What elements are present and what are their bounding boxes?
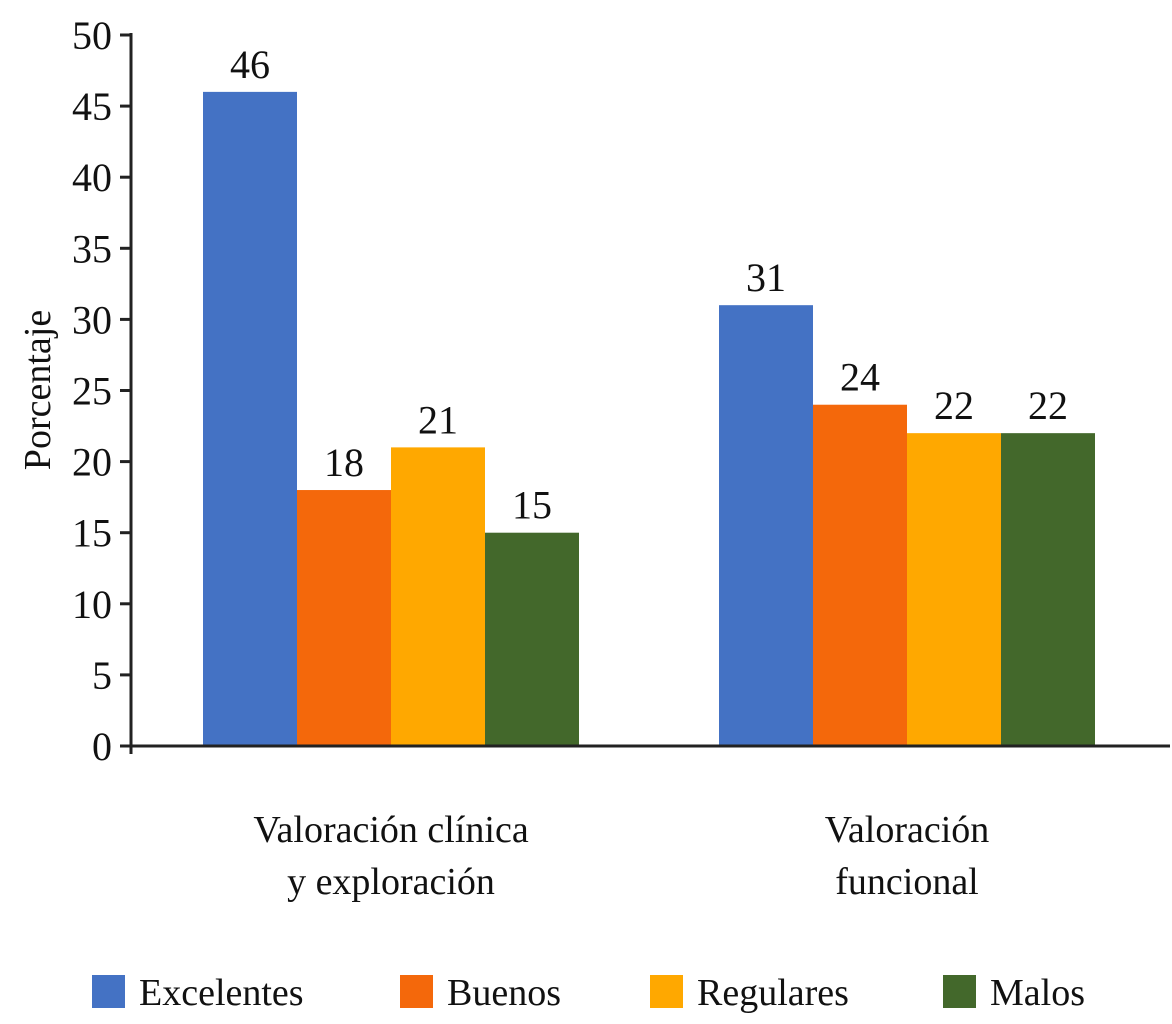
legend-item-regulares: Regulares — [650, 972, 849, 1014]
y-tick-label: 30 — [72, 297, 112, 342]
legend: Excelentes Buenos Regulares Malos — [92, 972, 1085, 1014]
y-tick-label: 35 — [72, 226, 112, 271]
legend-item-malos: Malos — [943, 972, 1085, 1014]
x-category-label: funcional — [835, 861, 979, 903]
y-tick-label: 45 — [72, 84, 112, 129]
legend-label: Regulares — [697, 972, 849, 1014]
legend-item-buenos: Buenos — [400, 972, 561, 1014]
data-label: 46 — [230, 42, 270, 87]
legend-label: Excelentes — [139, 972, 304, 1014]
data-label: 15 — [512, 483, 552, 528]
bars-layer — [203, 91, 1095, 746]
bar-malos-1 — [485, 532, 579, 746]
bar-buenos-2 — [813, 404, 907, 746]
y-tick-label: 0 — [92, 724, 112, 769]
y-tick-label: 10 — [72, 582, 112, 627]
bar-regulares-2 — [907, 433, 1001, 746]
x-category-label: Valoración — [825, 809, 990, 851]
data-label: 22 — [934, 383, 974, 428]
legend-label: Buenos — [447, 972, 561, 1014]
data-label: 22 — [1028, 383, 1068, 428]
x-category-label: y exploración — [287, 861, 495, 903]
legend-swatch — [400, 975, 433, 1008]
data-label: 21 — [418, 397, 458, 442]
bar-buenos-1 — [297, 490, 391, 746]
value-labels-layer: 46 31 18 24 21 22 15 22 — [230, 42, 1068, 528]
legend-swatch — [650, 975, 683, 1008]
x-category-label: Valoración clínica — [253, 809, 529, 851]
bar-excelentes-1 — [203, 91, 297, 746]
y-tick-label: 50 — [72, 13, 112, 58]
bar-malos-2 — [1001, 433, 1095, 746]
legend-swatch — [943, 975, 976, 1008]
y-tick-label: 25 — [72, 369, 112, 414]
bar-regulares-1 — [391, 447, 485, 746]
y-tick-label: 15 — [72, 511, 112, 556]
bar-excelentes-2 — [719, 305, 813, 746]
y-tick-label: 5 — [92, 653, 112, 698]
y-axis-title: Porcentaje — [17, 310, 59, 470]
legend-label: Malos — [990, 972, 1085, 1014]
data-label: 18 — [324, 440, 364, 485]
data-label: 24 — [840, 355, 880, 400]
legend-item-excelentes: Excelentes — [92, 972, 304, 1014]
category-labels-layer: Valoración clínica y exploración Valoració… — [253, 809, 989, 903]
y-tick-label: 20 — [72, 440, 112, 485]
legend-swatch — [92, 975, 125, 1008]
data-label: 31 — [746, 255, 786, 300]
y-ticks-layer: 0 5 10 15 20 25 30 35 40 45 50 — [72, 13, 131, 769]
y-tick-label: 40 — [72, 155, 112, 200]
